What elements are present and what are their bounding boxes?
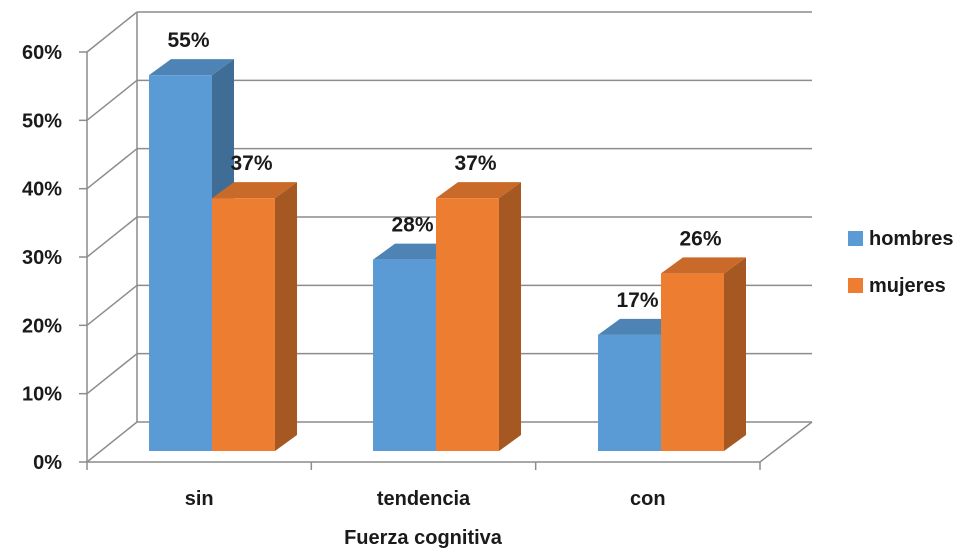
bars [149,59,746,452]
data-label-mujeres-tendencia: 37% [454,152,496,175]
x-tick-label-sin: sin [185,488,214,510]
bar-top [436,182,521,199]
x-tick-label-con: con [630,488,666,510]
data-label-mujeres-con: 26% [679,227,721,250]
bar-mujeres-sin [212,182,297,451]
y-tick-label: 0% [33,452,62,474]
legend-label-mujeres: mujeres [869,275,946,297]
wall-gridline [86,216,138,258]
data-labels: 55% 37% 28% 37% 17% 26% [167,29,721,312]
bar-top [661,257,746,274]
wall-gridline [86,11,138,53]
y-axis-ticks: 0% 10% 20% 30% 40% 50% 60% [22,42,62,474]
bar-front [598,334,661,451]
bar-front [661,273,724,451]
bar-mujeres-con [661,257,746,451]
y-tick-label: 30% [22,247,62,269]
data-label-hombres-sin: 55% [167,29,209,52]
bar-front [212,198,275,451]
x-axis-categories: sin tendencia con [185,488,666,510]
legend: hombres mujeres [848,228,953,297]
bar-front [149,75,212,452]
x-tick-label-tendencia: tendencia [377,488,471,510]
bar-top [212,182,297,199]
data-label-mujeres-sin: 37% [230,152,272,175]
bar-side [499,182,521,451]
wall-gridline [86,284,138,326]
bar-front [373,259,436,451]
data-label-hombres-con: 17% [616,289,658,312]
y-tick-label: 60% [22,42,62,64]
bar-front [436,198,499,451]
wall-gridline [86,353,138,395]
floor-edge [759,421,813,463]
x-axis-title: Fuerza cognitiva [344,527,503,549]
wall-gridline [86,79,138,121]
y-tick-label: 10% [22,384,62,406]
y-tick-label: 40% [22,179,62,201]
bar-mujeres-tendencia [436,182,521,451]
legend-swatch-hombres [848,231,863,246]
bar-side [724,257,746,451]
y-tick-label: 50% [22,110,62,132]
gridlines [79,11,813,470]
wall-gridline [86,421,138,463]
legend-label-hombres: hombres [869,228,953,250]
y-tick-label: 20% [22,315,62,337]
wall-gridline [86,148,138,190]
bar-side [275,182,297,451]
data-label-hombres-tendencia: 28% [391,214,433,237]
legend-swatch-mujeres [848,278,863,293]
bar-top [149,59,234,76]
